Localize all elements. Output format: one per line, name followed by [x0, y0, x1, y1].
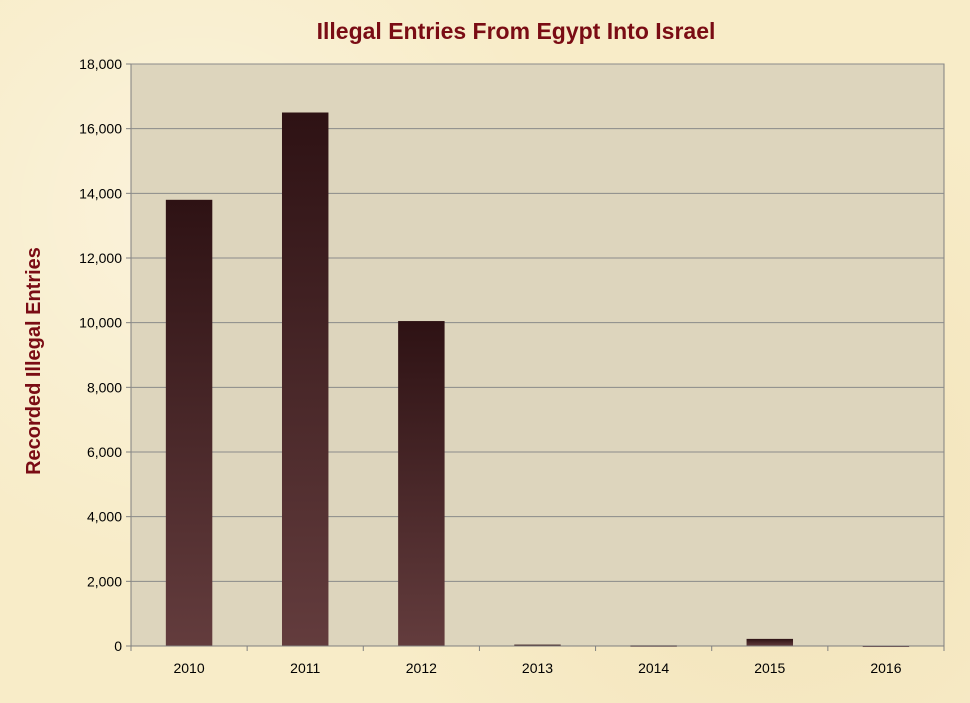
y-tick-label: 16,000: [79, 121, 122, 137]
y-tick-label: 2,000: [87, 573, 122, 589]
chart-title: Illegal Entries From Egypt Into Israel: [317, 18, 716, 44]
y-axis-ticks: 0 2,000 4,000 6,000 8,000 10,000 12,000 14,000 1…: [79, 56, 131, 654]
y-tick-label: 14,000: [79, 185, 122, 201]
x-tick-label: 2015: [754, 660, 785, 676]
bar-2012: [398, 321, 445, 646]
y-tick-label: 10,000: [79, 315, 122, 331]
bar-2013: [514, 644, 561, 647]
y-axis-label: Recorded Illegal Entries: [23, 247, 45, 475]
y-tick-label: 6,000: [87, 444, 122, 460]
x-axis-ticks: 2010 2011 2012 2013 2014 2015 2016: [130, 646, 945, 676]
gridlines: [131, 63, 944, 582]
y-tick-label: 8,000: [87, 379, 122, 395]
x-tick-label: 2012: [406, 660, 437, 676]
x-tick-label: 2013: [522, 660, 553, 676]
plot-area: [130, 63, 945, 647]
bar-2011: [281, 112, 329, 646]
y-tick-label: 12,000: [79, 250, 122, 266]
x-tick-label: 2011: [290, 660, 320, 676]
x-tick-label: 2010: [173, 660, 204, 676]
y-tick-label: 0: [114, 638, 122, 654]
bar-2010: [165, 199, 213, 647]
x-tick-label: 2016: [870, 660, 901, 676]
bar-2015: [746, 638, 794, 646]
y-tick-label: 18,000: [79, 56, 122, 72]
x-tick-label: 2014: [638, 660, 669, 676]
y-tick-label: 4,000: [87, 509, 122, 525]
bars: [165, 112, 910, 648]
